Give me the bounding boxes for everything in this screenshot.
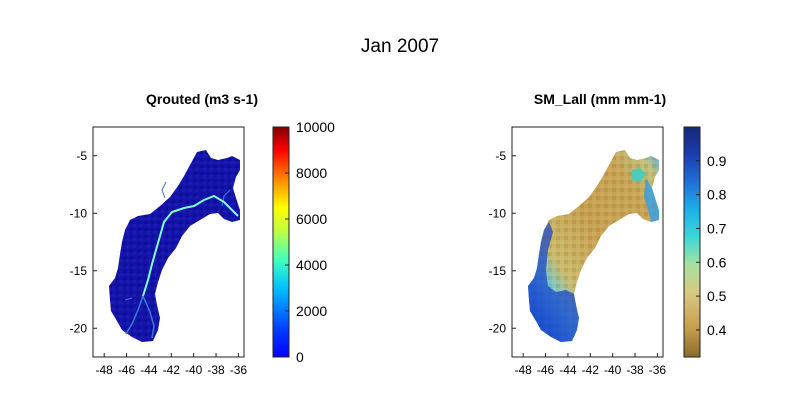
y-tick-label: -10 bbox=[489, 206, 507, 220]
wet-zone-southwest bbox=[528, 222, 579, 342]
tributary-line-5 bbox=[124, 297, 133, 301]
wet-zone-northeast bbox=[632, 168, 646, 182]
colorbar-tick-label: 10000 bbox=[296, 119, 335, 135]
x-tick-label: -38 bbox=[626, 363, 644, 377]
colorbar-tick-label: 0.5 bbox=[707, 288, 727, 304]
colorbar-gradient-qrouted bbox=[272, 126, 290, 358]
colorbar-gradient-sm-lall bbox=[683, 126, 701, 358]
y-tick-label: -15 bbox=[489, 264, 507, 278]
panel-qrouted: Qrouted (m3 s-1) bbox=[92, 91, 258, 358]
colorbar-tick-label: 0.7 bbox=[707, 220, 727, 236]
x-tick-label: -40 bbox=[604, 363, 622, 377]
y-tick-label: -10 bbox=[70, 206, 88, 220]
axis-ticks-qrouted: -48 -46 -44 -42 -40 -38 -36 -5 -10 -15 -20 bbox=[70, 149, 248, 377]
x-tick-label: -40 bbox=[185, 363, 203, 377]
panel-title-sm-lall: SM_Lall (mm mm-1) bbox=[534, 91, 666, 107]
colorbar-ticks-qrouted: 0 2000 4000 6000 8000 10000 bbox=[285, 119, 335, 365]
tributary-line-1 bbox=[125, 295, 144, 335]
x-tick-label: -36 bbox=[230, 363, 248, 377]
y-tick-label: -20 bbox=[489, 321, 507, 335]
x-tick-label: -46 bbox=[118, 363, 136, 377]
y-tick-label: -5 bbox=[76, 149, 87, 163]
y-tick-label: -15 bbox=[70, 264, 88, 278]
figure-title: Jan 2007 bbox=[361, 36, 439, 57]
colorbar-tick-label: 2000 bbox=[296, 303, 327, 319]
y-tick-label: -20 bbox=[70, 321, 88, 335]
colorbar-tick-label: 8000 bbox=[296, 165, 327, 181]
colorbar-tick-label: 0.8 bbox=[707, 187, 727, 203]
colorbar-tick-label: 0.6 bbox=[707, 254, 727, 270]
x-tick-label: -48 bbox=[96, 363, 114, 377]
tributary-line-4 bbox=[221, 189, 231, 207]
axis-ticks-sm-lall: -48 -46 -44 -42 -40 -38 -36 -5 -10 -15 -20 bbox=[489, 149, 667, 377]
colorbar-tick-label: 0.9 bbox=[707, 153, 727, 169]
colorbar-ticks-sm-lall: 0.4 0.5 0.6 0.7 0.8 0.9 bbox=[696, 153, 727, 338]
x-tick-label: -42 bbox=[163, 363, 181, 377]
main-river-line bbox=[142, 194, 239, 297]
x-tick-label: -46 bbox=[537, 363, 555, 377]
tributary-line-3 bbox=[161, 181, 167, 199]
x-tick-label: -48 bbox=[515, 363, 533, 377]
colorbar-sm-lall bbox=[683, 126, 701, 358]
x-tick-label: -44 bbox=[559, 363, 577, 377]
wet-zone-east bbox=[644, 178, 659, 222]
colorbar-qrouted bbox=[272, 126, 290, 358]
colorbar-tick-label: 4000 bbox=[296, 257, 327, 273]
panel-sm-lall: SM_Lall (mm mm-1) bbox=[511, 91, 666, 358]
y-tick-label: -5 bbox=[495, 149, 506, 163]
x-tick-label: -36 bbox=[649, 363, 667, 377]
colorbar-tick-label: 0.4 bbox=[707, 322, 727, 338]
tributary-line-2 bbox=[142, 295, 155, 339]
panel-title-qrouted: Qrouted (m3 s-1) bbox=[146, 91, 258, 107]
x-tick-label: -42 bbox=[582, 363, 600, 377]
colorbar-tick-label: 6000 bbox=[296, 211, 327, 227]
colorbar-tick-label: 0 bbox=[296, 349, 304, 365]
x-tick-label: -44 bbox=[140, 363, 158, 377]
x-tick-label: -38 bbox=[207, 363, 225, 377]
